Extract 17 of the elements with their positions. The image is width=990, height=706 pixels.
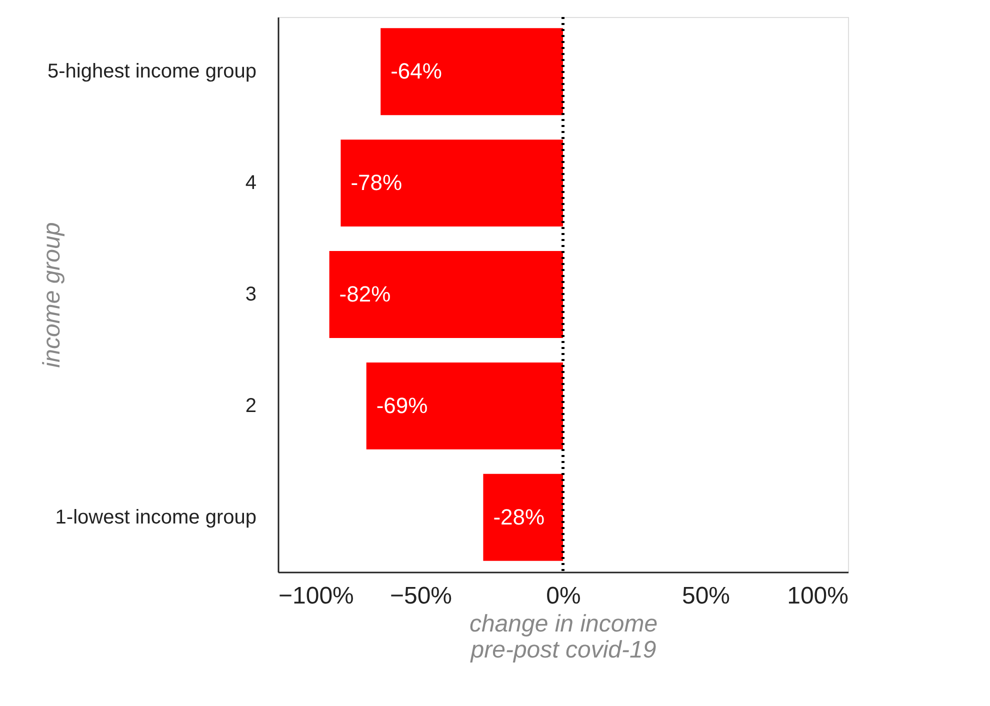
x-tick-label: 50% xyxy=(682,582,730,610)
y-tick-label: 2 xyxy=(245,394,256,417)
data-label: -82% xyxy=(339,282,391,306)
data-label: -28% xyxy=(493,504,545,530)
data-label: -78% xyxy=(350,170,402,196)
x-tick-label: −50% xyxy=(390,582,452,610)
y-tick-label: 3 xyxy=(245,284,256,306)
y-tick-label: 1-lowest income group xyxy=(55,506,256,528)
x-tick-label: −100% xyxy=(278,582,354,610)
y-axis-title: income group xyxy=(38,222,66,368)
x-axis-title: change in income pre-post covid-19 xyxy=(469,610,658,664)
y-tick-label: 5-highest income group xyxy=(47,60,256,83)
data-label: -64% xyxy=(390,58,442,84)
data-label: -69% xyxy=(376,392,428,418)
x-tick-label: 0% xyxy=(546,582,581,610)
y-tick-label: 4 xyxy=(245,172,256,194)
x-tick-label: 100% xyxy=(787,582,848,610)
